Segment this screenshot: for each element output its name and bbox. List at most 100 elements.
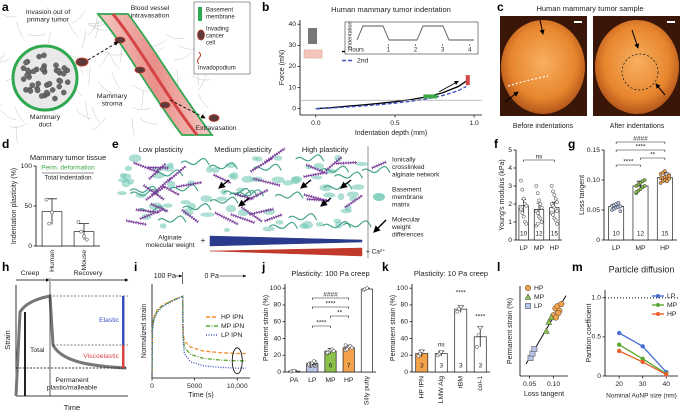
y-tick-label: 1.0 [592,295,602,302]
label: Basement [392,187,421,194]
panel-letter: m [572,260,583,274]
line-series [315,85,467,110]
y-tick-label: 30 [288,42,296,49]
data-point [521,214,526,219]
panel-letter: a [2,0,9,14]
legend-alginate [371,160,387,170]
significance: **** [456,290,467,297]
stroma-fiber [165,34,184,40]
stroma-fiber [75,109,92,119]
data-point [475,345,479,349]
sig-bracket [640,157,666,160]
inset-tick-label: 3 [441,48,445,54]
bm-strand [208,162,238,170]
alginate-crosslink [263,147,286,164]
y-tick-label: 80 [273,302,281,309]
data-point [642,178,647,182]
y-tick-label: 2 [508,201,512,208]
data-point [618,204,623,209]
data-point [551,189,555,194]
bm-matrix [223,227,231,232]
data-point [520,187,525,192]
bm-matrix [275,219,284,225]
tumor-cell [41,52,47,59]
y-axis-label: Young's modulus (kPa) [499,159,506,231]
stroma-fiber [88,66,91,85]
y-tick-label: 0.15 [587,147,600,154]
x-axis-label: Nominal AuNP size (nm) [606,393,677,400]
y-tick-label: 20 [288,63,296,70]
tumor-cell [46,80,53,87]
data-point [345,347,349,352]
x-tick-label: 0.0 [311,120,321,127]
bm-matrix [351,184,365,190]
data-point [634,190,639,194]
x-tick-label: Human [49,250,56,272]
stroma-fiber [132,84,150,92]
legend-membrane [198,7,202,21]
sig-bracket [523,159,555,162]
bm-matrix [124,165,132,172]
label: Creep [21,270,40,277]
x-tick-label: 1.0 [469,120,479,127]
label: Mammary [30,114,61,121]
n-label: 10 [309,363,317,370]
bm-matrix [180,200,191,205]
y-tick-label: 100 [21,163,33,170]
data-point [331,349,336,353]
stroma-fiber [0,56,2,58]
alginate-crosslink [125,219,147,226]
data-point [292,368,296,373]
tumor-cell [53,62,59,69]
stroma-fiber [0,12,17,18]
bm-matrix [166,180,176,189]
stroma-fiber [88,23,107,27]
bm-strand [222,187,252,196]
chart-title: Particle diffusion [609,264,675,274]
stroma-fiber [91,118,106,131]
sig-bracket [312,306,349,309]
y-tick-label: 0 [28,243,32,250]
alginate-crosslink [142,183,165,201]
annotation: 0 Pa [204,273,219,280]
stroma-fiber [131,118,135,137]
chart-title: Plasticity: 100 Pa creep [291,269,369,278]
legend-marker [656,312,660,316]
tumor-cell [64,79,71,85]
panel-letter: k [382,260,389,274]
x-tick-label: 0 [150,383,154,390]
data-point [667,173,671,178]
stroma-fiber [27,33,46,37]
bm-matrix [200,195,213,202]
x-tick-label: 0.05 [523,381,536,388]
alginate-crosslink [212,173,232,185]
chart-title: Mammary tumor tissue [30,153,106,162]
bm-matrix [255,156,263,162]
data-point [458,304,463,309]
data-point [524,221,529,226]
bm-strand [169,184,199,192]
data-point [524,203,529,208]
label: Total [30,347,45,354]
alginate-crosslink [249,207,274,216]
data-point [325,350,330,355]
tumor-cell [20,65,27,71]
y-tick-label: 60 [400,319,408,326]
stroma-fiber [97,81,112,94]
bm-matrix [291,175,303,183]
n-label: 3 [459,363,463,370]
legend-label: MP [667,302,678,309]
data-point [343,343,348,348]
x-tick-label: LP [520,245,529,252]
arrow [655,83,666,96]
label: stroma [102,101,123,108]
arrow [320,197,332,207]
tumor-cell [23,59,29,66]
arrow [300,179,312,189]
alginate-strand [244,189,269,202]
significance: **** [635,144,646,151]
label: Mammary [97,93,128,100]
y-tick-label: 3 [508,183,512,190]
bar [360,288,373,373]
legend-bm [373,193,385,201]
